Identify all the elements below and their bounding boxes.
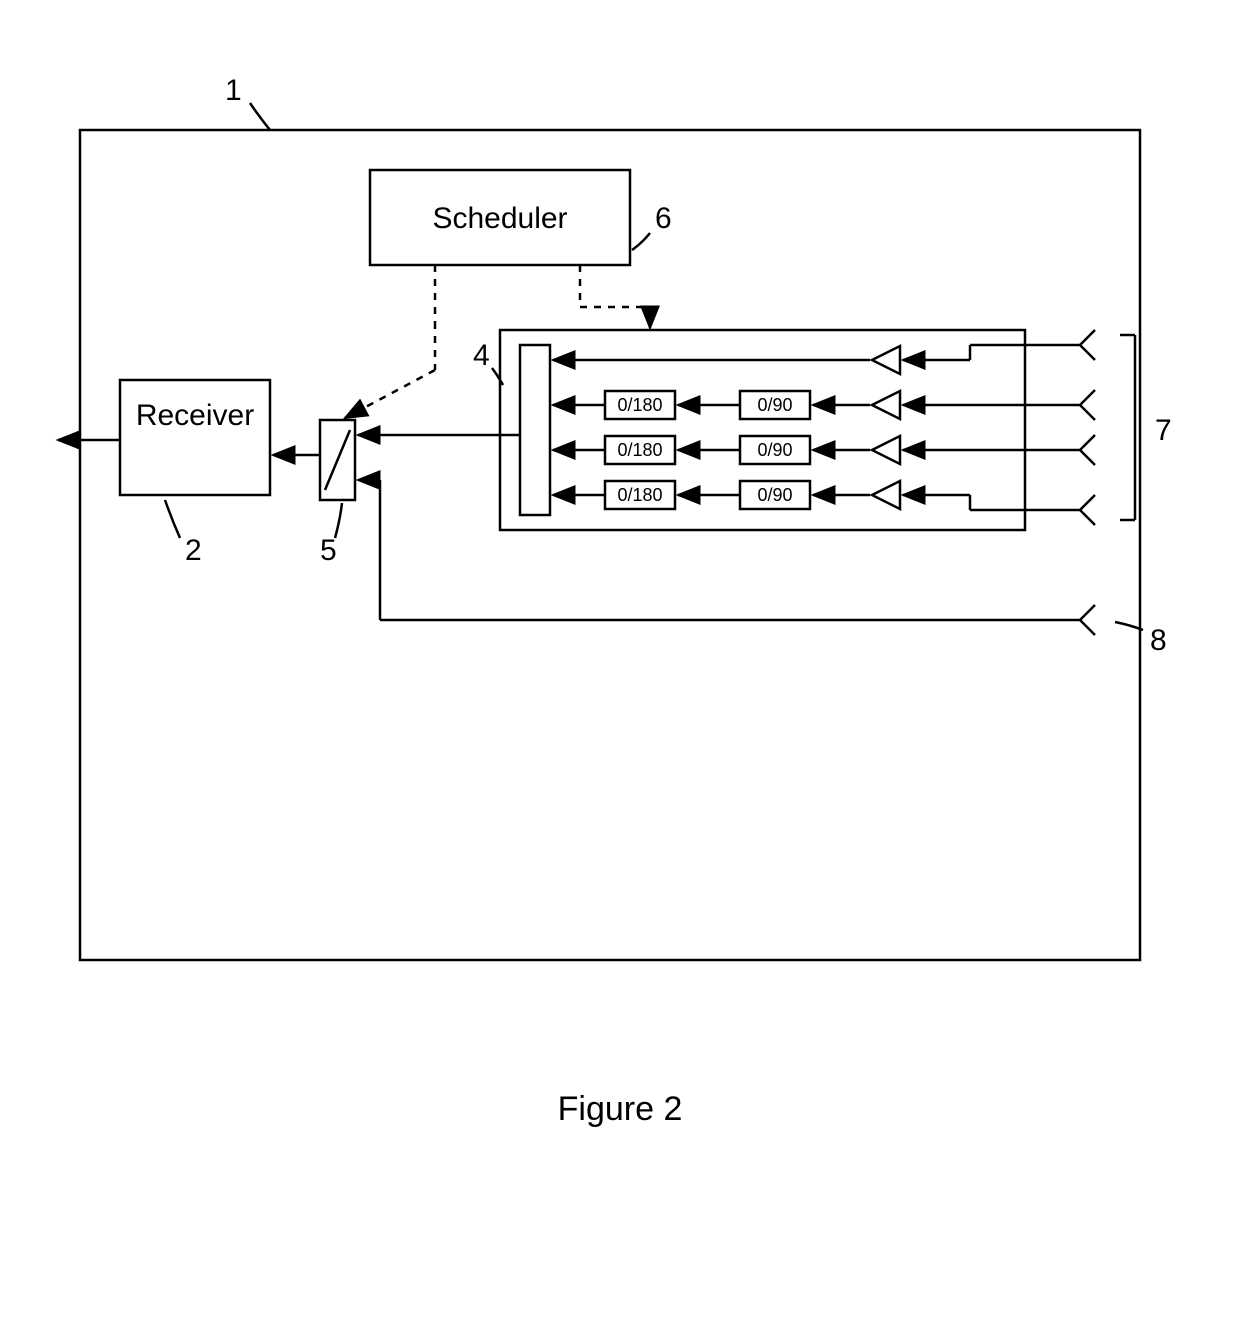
ref-7: 7 (1155, 414, 1172, 447)
channel-row-4: 0/180 0/90 (553, 481, 1095, 525)
ref-4: 4 (473, 339, 490, 372)
ref-4-tick (492, 368, 503, 385)
phase-180-label: 0/180 (617, 440, 662, 460)
single-antenna-path (358, 480, 1095, 635)
figure-caption: Figure 2 (558, 1090, 683, 1128)
antenna-array-bracket (1120, 335, 1135, 520)
ref-8: 8 (1150, 624, 1167, 657)
sched-to-switch-dash-3 (345, 370, 435, 418)
ref-2-tick (165, 500, 180, 538)
phase-180-label: 0/180 (617, 485, 662, 505)
amp-icon (872, 391, 900, 419)
ref-1-tick (250, 103, 270, 130)
phase-90-label: 0/90 (757, 440, 792, 460)
ref-5-tick (335, 503, 342, 538)
receiver-block (120, 380, 270, 495)
phase-90-label: 0/90 (757, 485, 792, 505)
combiner-block (520, 345, 550, 515)
ref-6-tick (632, 233, 650, 250)
scheduler-label: Scheduler (432, 202, 567, 235)
channel-row-2: 0/180 0/90 (553, 390, 1095, 420)
amp-icon (872, 346, 900, 374)
phase-90-label: 0/90 (757, 395, 792, 415)
channel-row-1 (553, 330, 1095, 374)
diagram-canvas: 1 Scheduler 6 Receiver 2 5 4 (0, 0, 1240, 1324)
amp-icon (872, 436, 900, 464)
channel-row-3: 0/180 0/90 (553, 435, 1095, 465)
ref-1: 1 (225, 74, 242, 107)
ref-2: 2 (185, 534, 202, 567)
receiver-label: Receiver (136, 399, 254, 432)
sched-to-beamformer-dash (580, 265, 650, 328)
amp-icon (872, 481, 900, 509)
switch-pole (325, 430, 350, 490)
phase-180-label: 0/180 (617, 395, 662, 415)
ref-6: 6 (655, 202, 672, 235)
diagram-svg: 1 Scheduler 6 Receiver 2 5 4 (0, 0, 1240, 1324)
ref-5: 5 (320, 534, 337, 567)
system-boundary (80, 130, 1140, 960)
